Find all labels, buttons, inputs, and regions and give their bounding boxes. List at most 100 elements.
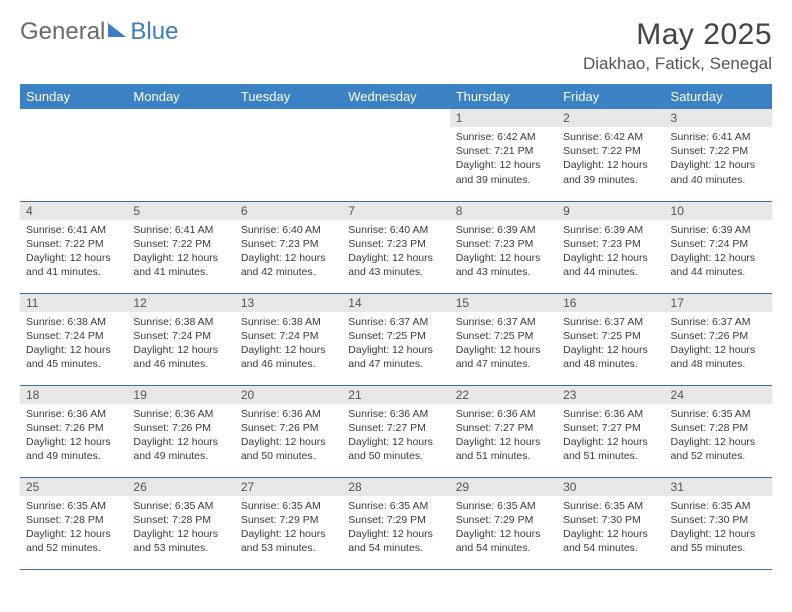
day-number: 22 <box>450 386 557 404</box>
day-details: Sunrise: 6:37 AMSunset: 7:25 PMDaylight:… <box>342 312 449 376</box>
calendar-row: 1Sunrise: 6:42 AMSunset: 7:21 PMDaylight… <box>20 109 772 201</box>
weekday-header: Saturday <box>665 84 772 109</box>
sail-icon <box>108 23 126 37</box>
day-cell: 15Sunrise: 6:37 AMSunset: 7:25 PMDayligh… <box>450 293 557 385</box>
day-cell: 7Sunrise: 6:40 AMSunset: 7:23 PMDaylight… <box>342 201 449 293</box>
day-details: Sunrise: 6:35 AMSunset: 7:28 PMDaylight:… <box>20 496 127 560</box>
day-cell: 11Sunrise: 6:38 AMSunset: 7:24 PMDayligh… <box>20 293 127 385</box>
day-cell: 25Sunrise: 6:35 AMSunset: 7:28 PMDayligh… <box>20 477 127 569</box>
day-number: 23 <box>557 386 664 404</box>
day-number: 13 <box>235 294 342 312</box>
day-cell: 27Sunrise: 6:35 AMSunset: 7:29 PMDayligh… <box>235 477 342 569</box>
day-details: Sunrise: 6:35 AMSunset: 7:29 PMDaylight:… <box>235 496 342 560</box>
day-details: Sunrise: 6:40 AMSunset: 7:23 PMDaylight:… <box>342 220 449 284</box>
day-details: Sunrise: 6:39 AMSunset: 7:23 PMDaylight:… <box>450 220 557 284</box>
day-number: 7 <box>342 202 449 220</box>
day-details: Sunrise: 6:38 AMSunset: 7:24 PMDaylight:… <box>127 312 234 376</box>
page-header: General Blue May 2025 Diakhao, Fatick, Se… <box>20 18 772 74</box>
weekday-header: Tuesday <box>235 84 342 109</box>
day-details: Sunrise: 6:39 AMSunset: 7:23 PMDaylight:… <box>557 220 664 284</box>
weekday-header: Sunday <box>20 84 127 109</box>
day-cell: 30Sunrise: 6:35 AMSunset: 7:30 PMDayligh… <box>557 477 664 569</box>
day-number: 9 <box>557 202 664 220</box>
day-cell: 3Sunrise: 6:41 AMSunset: 7:22 PMDaylight… <box>665 109 772 201</box>
day-cell: 2Sunrise: 6:42 AMSunset: 7:22 PMDaylight… <box>557 109 664 201</box>
day-cell: 18Sunrise: 6:36 AMSunset: 7:26 PMDayligh… <box>20 385 127 477</box>
weekday-row: SundayMondayTuesdayWednesdayThursdayFrid… <box>20 84 772 109</box>
day-number: 2 <box>557 109 664 127</box>
day-cell: 8Sunrise: 6:39 AMSunset: 7:23 PMDaylight… <box>450 201 557 293</box>
calendar-table: SundayMondayTuesdayWednesdayThursdayFrid… <box>20 84 772 570</box>
day-cell: 24Sunrise: 6:35 AMSunset: 7:28 PMDayligh… <box>665 385 772 477</box>
day-number: 1 <box>450 109 557 127</box>
day-details: Sunrise: 6:35 AMSunset: 7:29 PMDaylight:… <box>342 496 449 560</box>
location-subtitle: Diakhao, Fatick, Senegal <box>583 54 772 74</box>
day-details: Sunrise: 6:38 AMSunset: 7:24 PMDaylight:… <box>235 312 342 376</box>
day-details: Sunrise: 6:36 AMSunset: 7:27 PMDaylight:… <box>450 404 557 468</box>
brand-part1: General <box>20 18 105 46</box>
day-cell: 19Sunrise: 6:36 AMSunset: 7:26 PMDayligh… <box>127 385 234 477</box>
day-cell: 23Sunrise: 6:36 AMSunset: 7:27 PMDayligh… <box>557 385 664 477</box>
day-number: 3 <box>665 109 772 127</box>
day-details: Sunrise: 6:42 AMSunset: 7:21 PMDaylight:… <box>450 127 557 191</box>
calendar-row: 11Sunrise: 6:38 AMSunset: 7:24 PMDayligh… <box>20 293 772 385</box>
day-details: Sunrise: 6:35 AMSunset: 7:29 PMDaylight:… <box>450 496 557 560</box>
day-cell: 17Sunrise: 6:37 AMSunset: 7:26 PMDayligh… <box>665 293 772 385</box>
day-cell: 20Sunrise: 6:36 AMSunset: 7:26 PMDayligh… <box>235 385 342 477</box>
day-cell: 31Sunrise: 6:35 AMSunset: 7:30 PMDayligh… <box>665 477 772 569</box>
day-cell: 16Sunrise: 6:37 AMSunset: 7:25 PMDayligh… <box>557 293 664 385</box>
calendar-body: 1Sunrise: 6:42 AMSunset: 7:21 PMDaylight… <box>20 109 772 569</box>
day-cell: 6Sunrise: 6:40 AMSunset: 7:23 PMDaylight… <box>235 201 342 293</box>
day-number: 29 <box>450 478 557 496</box>
month-title: May 2025 <box>583 18 772 52</box>
weekday-header: Wednesday <box>342 84 449 109</box>
day-cell: 22Sunrise: 6:36 AMSunset: 7:27 PMDayligh… <box>450 385 557 477</box>
day-cell: 12Sunrise: 6:38 AMSunset: 7:24 PMDayligh… <box>127 293 234 385</box>
empty-cell <box>235 109 342 201</box>
day-cell: 4Sunrise: 6:41 AMSunset: 7:22 PMDaylight… <box>20 201 127 293</box>
day-number: 6 <box>235 202 342 220</box>
calendar-row: 25Sunrise: 6:35 AMSunset: 7:28 PMDayligh… <box>20 477 772 569</box>
day-number: 31 <box>665 478 772 496</box>
day-cell: 10Sunrise: 6:39 AMSunset: 7:24 PMDayligh… <box>665 201 772 293</box>
day-cell: 1Sunrise: 6:42 AMSunset: 7:21 PMDaylight… <box>450 109 557 201</box>
calendar-head: SundayMondayTuesdayWednesdayThursdayFrid… <box>20 84 772 109</box>
day-number: 25 <box>20 478 127 496</box>
weekday-header: Thursday <box>450 84 557 109</box>
day-number: 5 <box>127 202 234 220</box>
empty-cell <box>342 109 449 201</box>
day-details: Sunrise: 6:38 AMSunset: 7:24 PMDaylight:… <box>20 312 127 376</box>
day-number: 10 <box>665 202 772 220</box>
day-cell: 13Sunrise: 6:38 AMSunset: 7:24 PMDayligh… <box>235 293 342 385</box>
empty-cell <box>127 109 234 201</box>
day-cell: 5Sunrise: 6:41 AMSunset: 7:22 PMDaylight… <box>127 201 234 293</box>
brand-logo: General Blue <box>20 18 178 46</box>
day-number: 30 <box>557 478 664 496</box>
day-details: Sunrise: 6:35 AMSunset: 7:30 PMDaylight:… <box>665 496 772 560</box>
day-details: Sunrise: 6:36 AMSunset: 7:26 PMDaylight:… <box>20 404 127 468</box>
day-details: Sunrise: 6:36 AMSunset: 7:26 PMDaylight:… <box>127 404 234 468</box>
weekday-header: Monday <box>127 84 234 109</box>
day-details: Sunrise: 6:41 AMSunset: 7:22 PMDaylight:… <box>20 220 127 284</box>
day-number: 8 <box>450 202 557 220</box>
day-details: Sunrise: 6:41 AMSunset: 7:22 PMDaylight:… <box>127 220 234 284</box>
day-number: 18 <box>20 386 127 404</box>
day-number: 28 <box>342 478 449 496</box>
day-number: 27 <box>235 478 342 496</box>
day-number: 26 <box>127 478 234 496</box>
day-cell: 26Sunrise: 6:35 AMSunset: 7:28 PMDayligh… <box>127 477 234 569</box>
day-details: Sunrise: 6:35 AMSunset: 7:30 PMDaylight:… <box>557 496 664 560</box>
day-number: 12 <box>127 294 234 312</box>
day-number: 17 <box>665 294 772 312</box>
day-details: Sunrise: 6:36 AMSunset: 7:27 PMDaylight:… <box>342 404 449 468</box>
day-cell: 29Sunrise: 6:35 AMSunset: 7:29 PMDayligh… <box>450 477 557 569</box>
brand-part2: Blue <box>130 18 178 46</box>
day-details: Sunrise: 6:36 AMSunset: 7:26 PMDaylight:… <box>235 404 342 468</box>
weekday-header: Friday <box>557 84 664 109</box>
day-details: Sunrise: 6:40 AMSunset: 7:23 PMDaylight:… <box>235 220 342 284</box>
calendar-row: 4Sunrise: 6:41 AMSunset: 7:22 PMDaylight… <box>20 201 772 293</box>
day-cell: 28Sunrise: 6:35 AMSunset: 7:29 PMDayligh… <box>342 477 449 569</box>
day-number: 16 <box>557 294 664 312</box>
day-number: 24 <box>665 386 772 404</box>
day-details: Sunrise: 6:37 AMSunset: 7:25 PMDaylight:… <box>450 312 557 376</box>
